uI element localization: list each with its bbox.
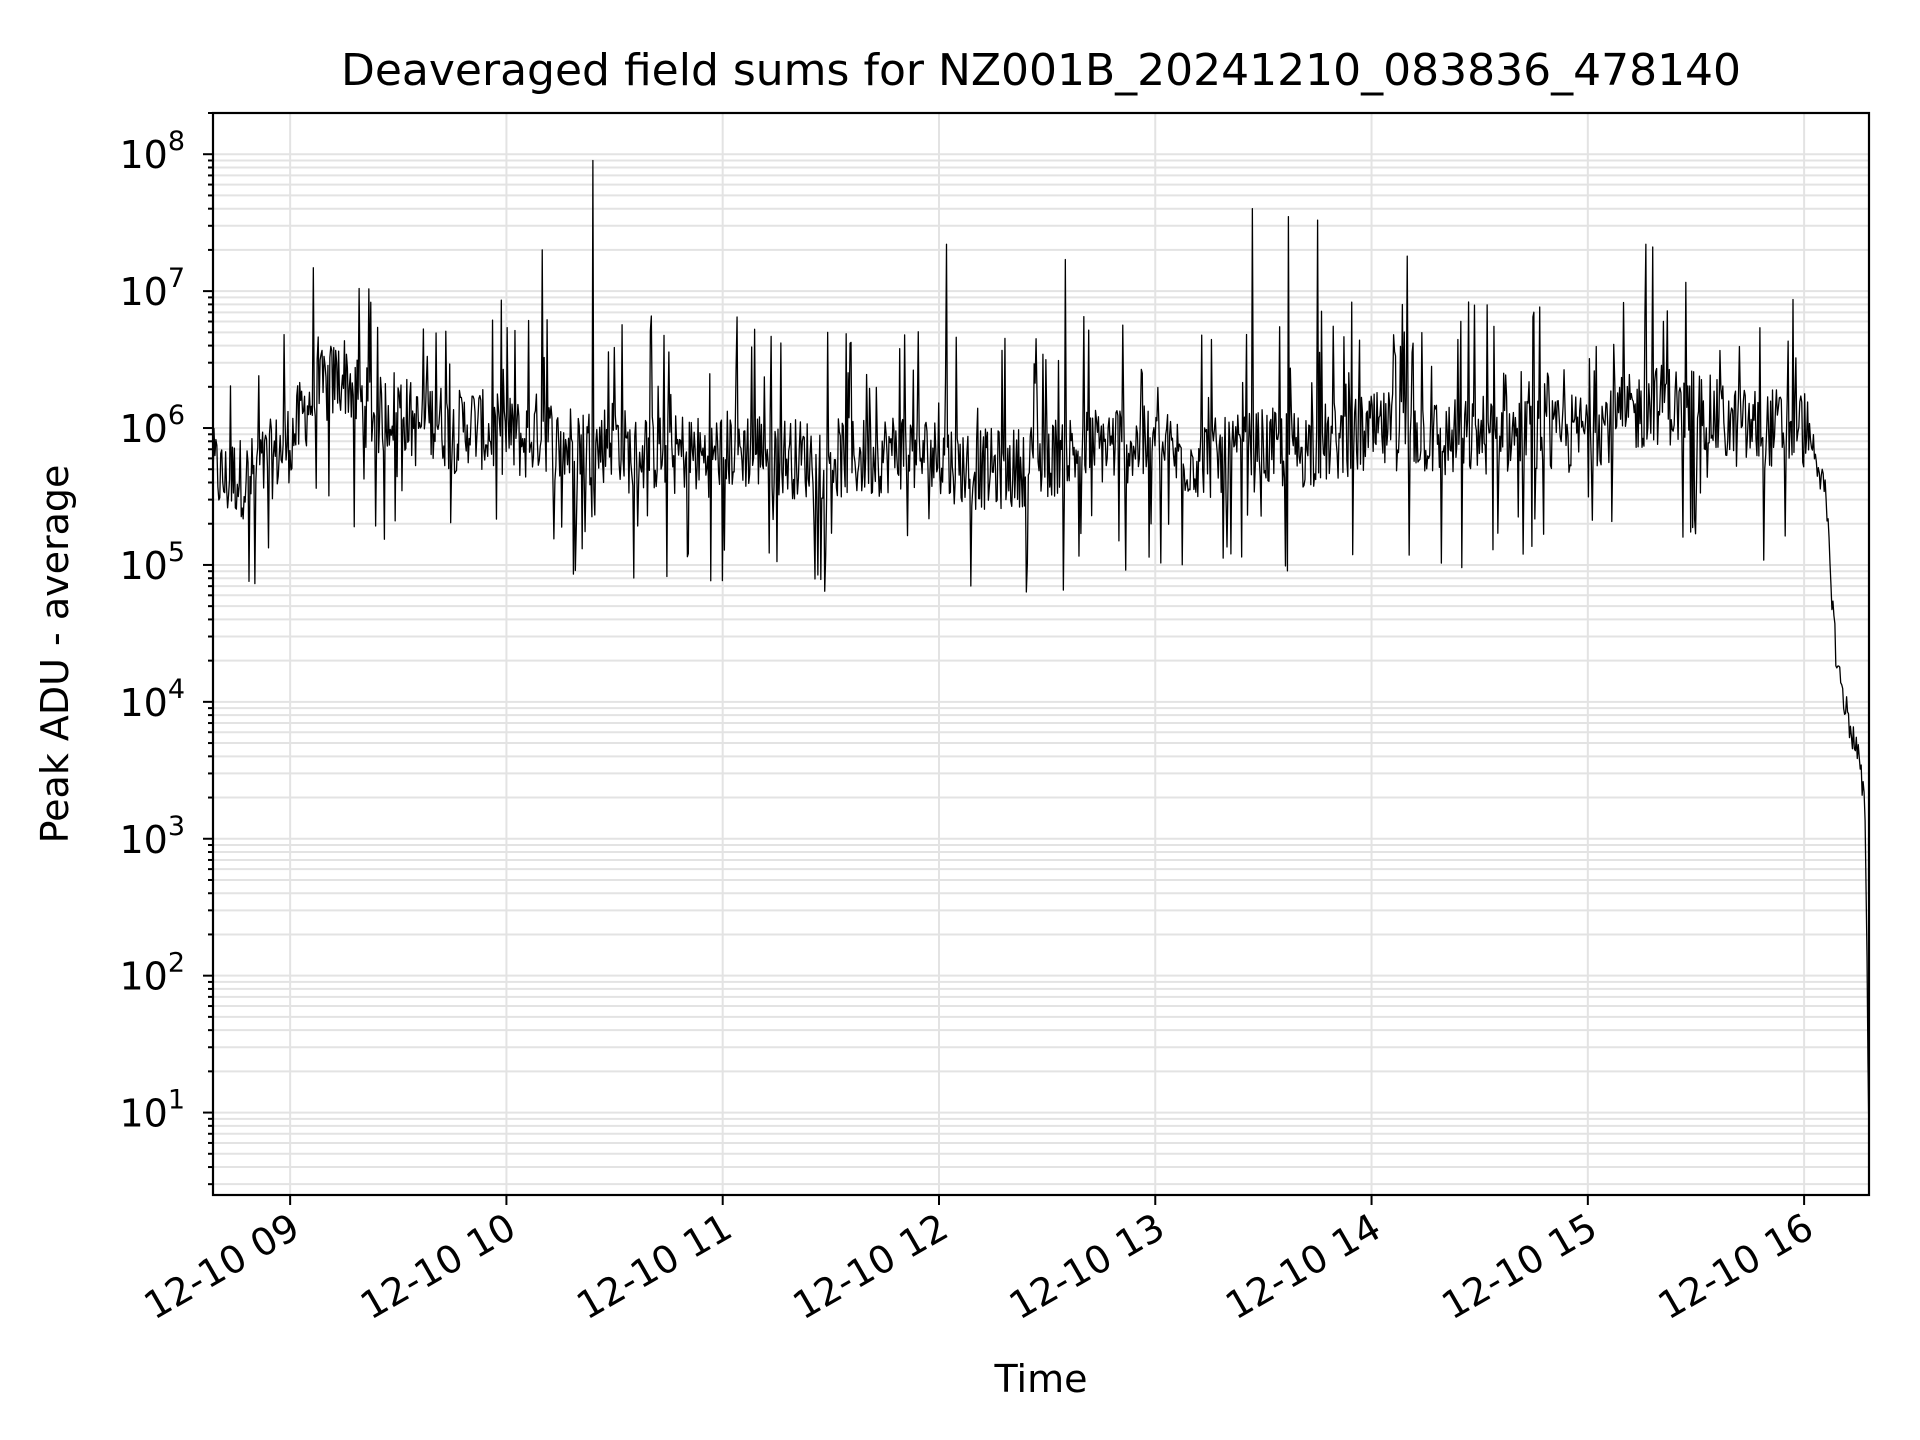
y-axis-label: Peak ADU - average (33, 465, 77, 844)
y-tick-exponent: 1 (168, 1085, 185, 1116)
y-tick-exponent: 8 (168, 126, 185, 157)
y-tick-exponent: 2 (168, 948, 185, 979)
y-tick-base: 10 (119, 544, 167, 588)
y-tick-label: 107 (119, 263, 185, 314)
y-tick-base: 10 (119, 1092, 167, 1136)
y-tick-exponent: 6 (168, 400, 185, 431)
y-tick-exponent: 7 (168, 263, 185, 294)
y-tick-label: 104 (119, 674, 185, 725)
y-tick-base: 10 (119, 270, 167, 314)
series-line (212, 159, 1870, 1143)
y-tick-label: 108 (119, 126, 185, 177)
y-tick-exponent: 3 (168, 811, 185, 842)
plot-frame (211, 111, 1871, 1197)
grid-layer (213, 112, 1869, 1195)
y-tick-base: 10 (119, 133, 167, 177)
y-tick-base: 10 (119, 955, 167, 999)
x-axis-label: Time (994, 1357, 1088, 1401)
y-tick-label: 101 (119, 1085, 185, 1136)
y-tick-label: 102 (119, 948, 185, 999)
y-tick-exponent: 4 (168, 674, 185, 705)
y-tick-base: 10 (119, 407, 167, 451)
y-tick-label: 105 (119, 537, 185, 588)
y-tick-exponent: 5 (168, 537, 185, 568)
y-tick-label: 106 (119, 400, 185, 451)
y-tick-label: 103 (119, 811, 185, 862)
y-tick-base: 10 (119, 818, 167, 862)
chart-title: Deaveraged field sums for NZ001B_2024121… (341, 45, 1741, 96)
y-tick-base: 10 (119, 681, 167, 725)
